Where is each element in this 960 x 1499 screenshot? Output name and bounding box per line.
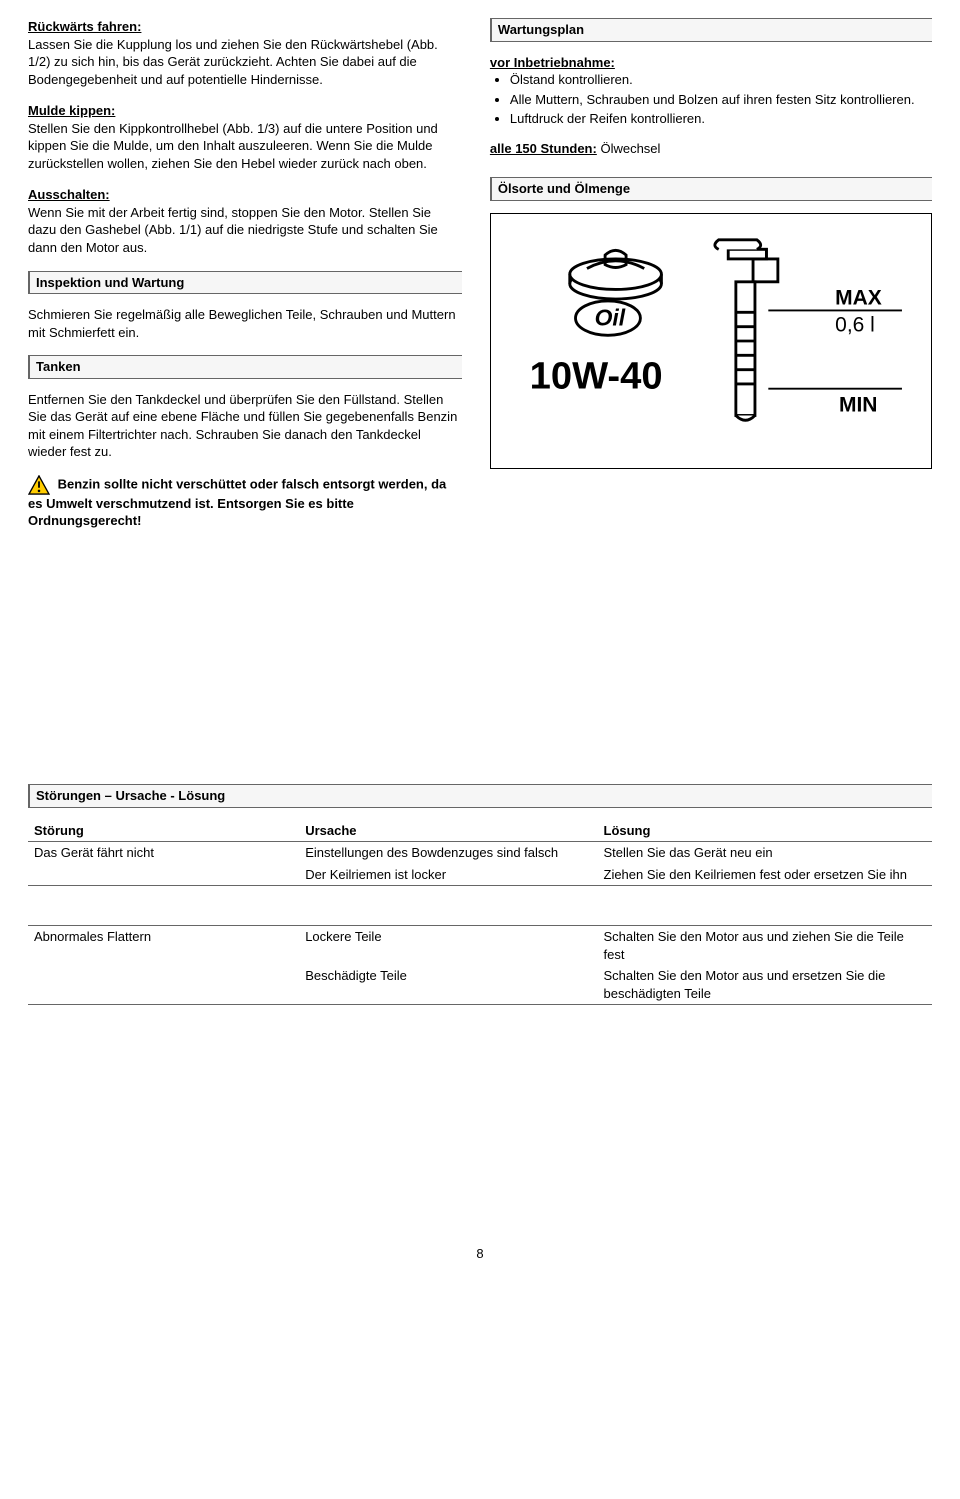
tanken-text: Entfernen Sie den Tankdeckel und überprü… [28, 391, 462, 461]
oilchange-line: alle 150 Stunden: Ölwechsel [490, 140, 932, 158]
reverse-heading: Rückwärts fahren: [28, 19, 141, 34]
oelsorte-box: Ölsorte und Ölmenge [490, 177, 932, 201]
before-use-heading: vor Inbetriebnahme: [490, 54, 932, 72]
before-use-list: Ölstand kontrollieren. Alle Muttern, Sch… [490, 71, 932, 128]
table-cell [28, 965, 299, 1005]
list-item: Luftdruck der Reifen kontrollieren. [510, 110, 932, 128]
tilt-heading: Mulde kippen: [28, 103, 115, 118]
table-cell [28, 864, 299, 886]
wartungsplan-box: Wartungsplan [490, 18, 932, 42]
warning-text: Benzin sollte nicht verschüttet oder fal… [28, 476, 446, 528]
left-column: Rückwärts fahren: Lassen Sie die Kupplun… [28, 18, 462, 544]
table-cell: Stellen Sie das Gerät neu ein [598, 842, 933, 864]
page-number: 8 [28, 1245, 932, 1263]
table-gap-row [28, 886, 932, 926]
table-cell: Beschädigte Teile [299, 965, 597, 1005]
oilchange-value: Ölwechsel [600, 141, 660, 156]
table-cell: Schalten Sie den Motor aus und ersetzen … [598, 965, 933, 1005]
table-header: Störung [28, 820, 299, 842]
table-row: Abnormales Flattern Lockere Teile Schalt… [28, 926, 932, 966]
oil-figure: Oil MAX 0 [490, 213, 932, 469]
warning-paragraph: Benzin sollte nicht verschüttet oder fal… [28, 475, 462, 530]
trouble-title-box: Störungen – Ursache - Lösung [28, 784, 932, 808]
tanken-box: Tanken [28, 355, 462, 379]
max-label: MAX [835, 287, 882, 310]
table-row: Beschädigte Teile Schalten Sie den Motor… [28, 965, 932, 1005]
table-cell: Ziehen Sie den Keilriemen fest oder erse… [598, 864, 933, 886]
shutdown-section: Ausschalten: Wenn Sie mit der Arbeit fer… [28, 186, 462, 256]
oil-diagram-svg: Oil MAX 0 [517, 236, 905, 446]
table-row: Das Gerät fährt nicht Einstellungen des … [28, 842, 932, 864]
table-cell: Das Gerät fährt nicht [28, 842, 299, 864]
shutdown-text: Wenn Sie mit der Arbeit fertig sind, sto… [28, 205, 438, 255]
oil-grade: 10W-40 [530, 355, 663, 398]
inspection-box: Inspektion und Wartung [28, 271, 462, 295]
table-cell: Schalten Sie den Motor aus und ziehen Si… [598, 926, 933, 966]
list-item: Ölstand kontrollieren. [510, 71, 932, 89]
oil-label-text: Oil [594, 305, 625, 331]
right-column: Wartungsplan vor Inbetriebnahme: Ölstand… [490, 18, 932, 544]
table-row: Der Keilriemen ist locker Ziehen Sie den… [28, 864, 932, 886]
trouble-table: Störung Ursache Lösung Das Gerät fährt n… [28, 820, 932, 1006]
table-cell: Lockere Teile [299, 926, 597, 966]
table-cell: Abnormales Flattern [28, 926, 299, 966]
list-item: Alle Muttern, Schrauben und Bolzen auf i… [510, 91, 932, 109]
tilt-text: Stellen Sie den Kippkontrollhebel (Abb. … [28, 121, 438, 171]
table-header-row: Störung Ursache Lösung [28, 820, 932, 842]
table-header: Lösung [598, 820, 933, 842]
tilt-section: Mulde kippen: Stellen Sie den Kippkontro… [28, 102, 462, 172]
oilchange-label: alle 150 Stunden: [490, 141, 597, 156]
table-header: Ursache [299, 820, 597, 842]
reverse-text: Lassen Sie die Kupplung los und ziehen S… [28, 37, 438, 87]
min-label: MIN [839, 393, 878, 416]
inspection-text: Schmieren Sie regelmäßig alle Bewegliche… [28, 306, 462, 341]
table-cell: Der Keilriemen ist locker [299, 864, 597, 886]
warning-icon [28, 475, 50, 495]
table-cell: Einstellungen des Bowdenzuges sind falsc… [299, 842, 597, 864]
max-value: 0,6 l [835, 313, 875, 336]
shutdown-heading: Ausschalten: [28, 187, 110, 202]
two-column-layout: Rückwärts fahren: Lassen Sie die Kupplun… [28, 18, 932, 544]
reverse-section: Rückwärts fahren: Lassen Sie die Kupplun… [28, 18, 462, 88]
